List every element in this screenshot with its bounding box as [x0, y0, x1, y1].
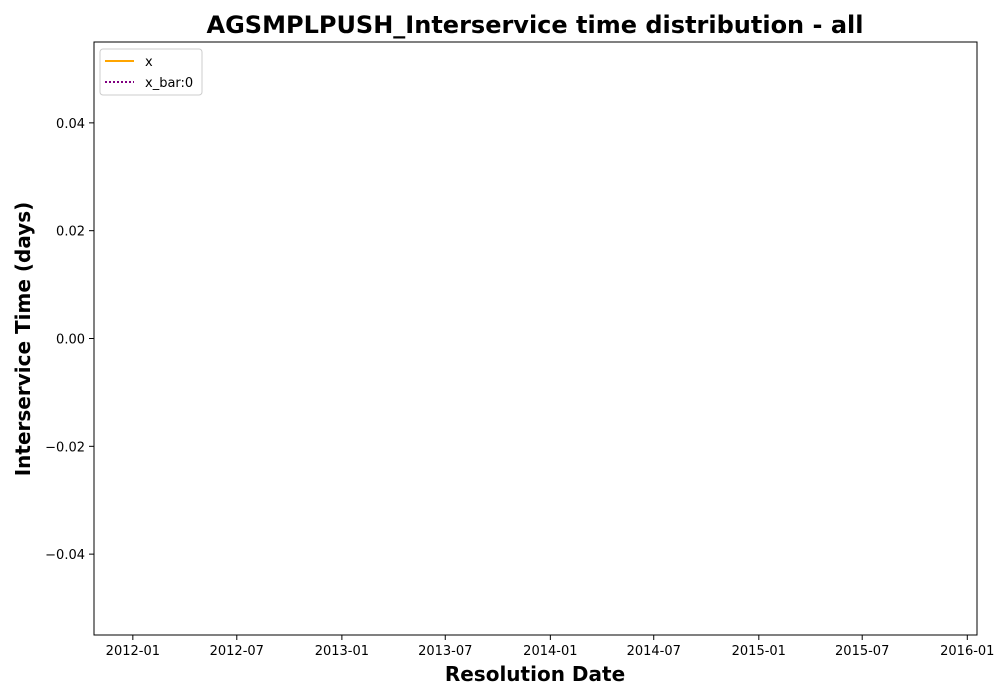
y-tick-label: 0.00	[56, 333, 85, 348]
y-tick-label: 0.04	[56, 117, 85, 132]
legend-label-x: x	[145, 55, 153, 70]
plot-area	[93, 41, 978, 636]
y-axis-ticks: 0.04 0.02 0.00 −0.02 −0.04	[45, 117, 94, 563]
y-tick-label: −0.04	[45, 548, 85, 563]
x-tick-label: 2012-01	[106, 644, 160, 659]
x-axis-ticks: 2012-01 2012-07 2013-01 2013-07 2014-01 2014-…	[106, 635, 994, 659]
x-axis-label: Resolution Date	[445, 662, 625, 686]
x-tick-label: 2012-07	[210, 644, 264, 659]
x-tick-label: 2013-01	[315, 644, 369, 659]
y-axis-label: Interservice Time (days)	[11, 202, 35, 477]
y-tick-label: −0.02	[45, 440, 85, 455]
x-tick-label: 2014-01	[523, 644, 577, 659]
y-tick-label: 0.02	[56, 225, 85, 240]
legend: x x_bar:0	[99, 48, 203, 96]
legend-label-x-bar: x_bar:0	[145, 76, 193, 91]
x-tick-label: 2015-01	[732, 644, 786, 659]
x-tick-label: 2013-07	[418, 644, 472, 659]
x-tick-label: 2014-07	[627, 644, 681, 659]
x-tick-label: 2016-01	[940, 644, 994, 659]
x-tick-label: 2015-07	[835, 644, 889, 659]
chart-title: AGSMPLPUSH_Interservice time distributio…	[207, 11, 864, 39]
